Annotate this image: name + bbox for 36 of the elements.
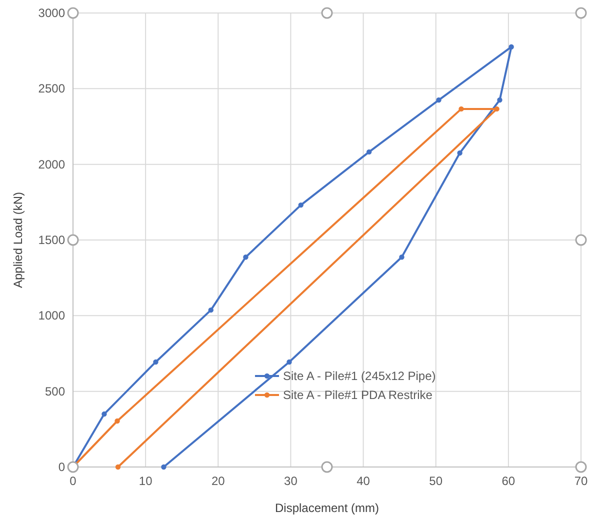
point: [161, 464, 166, 470]
legend-label: Site A - Pile#1 PDA Restrike: [283, 388, 433, 402]
point: [243, 254, 248, 260]
x-tick-label: 60: [502, 474, 516, 488]
point: [458, 106, 464, 112]
y-tick-label: 2000: [38, 157, 66, 172]
x-tick-label: 40: [356, 474, 370, 488]
point: [399, 254, 404, 260]
point: [508, 44, 514, 50]
point: [436, 97, 442, 103]
point: [114, 418, 120, 424]
x-tick-label: 0: [70, 474, 77, 488]
legend-label: Site A - Pile#1 (245x12 Pipe): [283, 369, 436, 383]
x-tick-label: 50: [429, 474, 443, 488]
point: [497, 97, 502, 103]
x-tick-label: 10: [138, 474, 153, 488]
y-tick-label: 0: [58, 460, 66, 474]
point: [457, 150, 462, 156]
point: [102, 411, 107, 417]
point: [115, 464, 121, 470]
x-tick-label: 20: [211, 474, 226, 488]
x-tick-label: 70: [574, 474, 588, 488]
y-tick-label: 500: [44, 384, 66, 398]
point: [366, 149, 372, 155]
point: [298, 202, 304, 208]
point: [153, 359, 158, 365]
point: [286, 359, 292, 365]
y-tick-label: 1000: [38, 308, 66, 323]
point: [494, 106, 500, 112]
x-axis-title: Displacement (mm): [274, 501, 380, 515]
y-tick-label: 2500: [38, 82, 66, 96]
y-axis-title: Applied Load (kN): [11, 192, 25, 288]
y-tick-label: 1500: [38, 233, 66, 247]
y-tick-label: 3000: [38, 6, 66, 20]
x-tick-label: 30: [284, 474, 298, 488]
point: [208, 307, 214, 313]
